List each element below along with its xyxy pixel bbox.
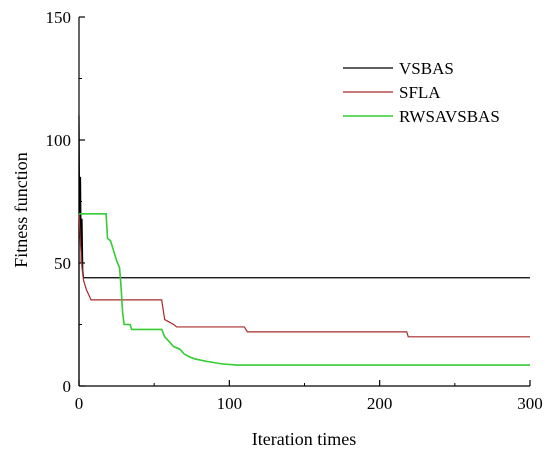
legend-label-vsbas: VSBAS (399, 59, 454, 78)
y-tick-label: 150 (46, 8, 72, 27)
x-tick-label: 100 (217, 394, 243, 413)
series-group (78, 115, 530, 386)
x-tick-label: 0 (75, 394, 84, 413)
y-tick-label: 0 (63, 377, 72, 396)
x-tick-label: 200 (367, 394, 393, 413)
series-line-vsbas (78, 115, 530, 386)
x-tick-label: 300 (517, 394, 543, 413)
legend: VSBAS SFLA RWSAVSBAS (343, 59, 500, 126)
y-axis-title: Fitness function (11, 152, 31, 268)
series-line-sfla (78, 213, 530, 338)
series-line-rwsavsbas (79, 213, 530, 366)
legend-label-rwsavsbas: RWSAVSBAS (399, 107, 500, 126)
y-tick-label: 100 (46, 131, 72, 150)
tick-labels: 0 100 200 300 0 50 100 150 (46, 8, 543, 413)
axes (78, 17, 530, 387)
ticks (78, 16, 531, 387)
y-tick-label: 50 (54, 254, 71, 273)
legend-label-sfla: SFLA (399, 83, 441, 102)
x-axis-title: Iteration times (252, 429, 356, 449)
